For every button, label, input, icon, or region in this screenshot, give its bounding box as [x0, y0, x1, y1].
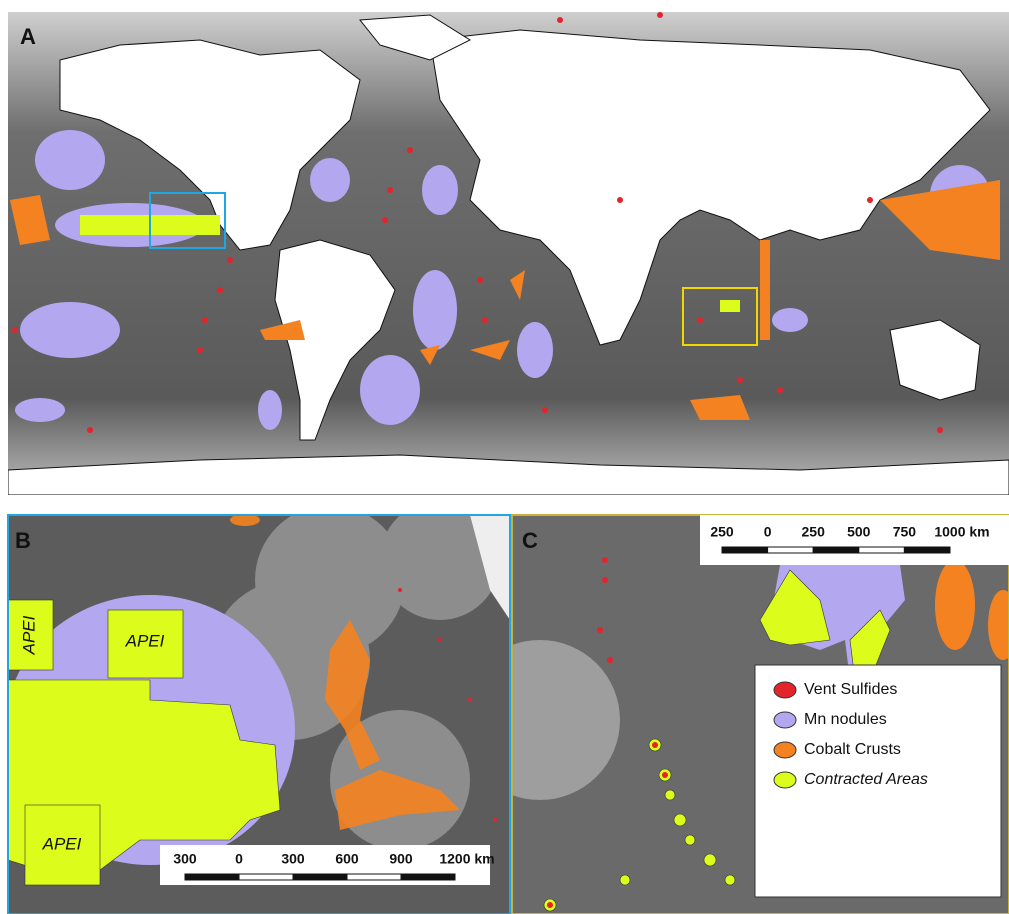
map-shape — [542, 407, 548, 413]
apei-label: APEI — [42, 834, 82, 853]
map-shape — [557, 17, 563, 23]
map-shape — [685, 835, 695, 845]
map-shape — [310, 158, 350, 202]
map-shape — [15, 398, 65, 422]
panel-label: A — [20, 24, 36, 49]
map-shape — [12, 327, 18, 333]
map-shape — [477, 277, 483, 283]
map-shape — [35, 130, 105, 190]
map-shape — [422, 165, 458, 215]
legend-label: Vent Sulfides — [804, 681, 897, 698]
map-shape — [662, 772, 668, 778]
map-shape — [772, 308, 808, 332]
map-shape — [602, 577, 608, 583]
map-shape — [674, 814, 686, 826]
scale-segment — [859, 547, 905, 553]
figure: A B APEI APEI APEI 300 0 300 600 900 1200 km — [0, 0, 1009, 914]
scale-label: 1000 km — [934, 524, 989, 540]
scale-label: 250 — [802, 524, 826, 540]
map-shape — [697, 317, 703, 323]
map-shape — [597, 627, 603, 633]
apei-label: APEI — [125, 631, 165, 650]
scale-label: 600 — [335, 851, 359, 867]
scale-label: 1200 km — [439, 851, 494, 867]
map-shape — [360, 355, 420, 425]
map-shape — [382, 217, 388, 223]
map-shape — [607, 657, 613, 663]
map-shape — [258, 390, 282, 430]
legend-label: Contracted Areas — [804, 771, 928, 788]
scale-label: 500 — [847, 524, 871, 540]
scale-label: 300 — [281, 851, 305, 867]
map-shape — [517, 322, 553, 378]
map-shape — [665, 790, 675, 800]
map-shape — [438, 638, 442, 642]
map-shape — [227, 257, 233, 263]
map-shape — [617, 197, 623, 203]
map-shape — [493, 818, 497, 822]
legend-label: Mn nodules — [804, 711, 887, 728]
map-shape — [202, 317, 208, 323]
map-shape — [413, 270, 457, 350]
apei-label: APEI — [19, 615, 38, 655]
scale-label: 750 — [893, 524, 917, 540]
map-shape — [547, 902, 553, 908]
scale-segment — [768, 547, 814, 553]
map-shape — [935, 560, 975, 650]
map-shape — [737, 377, 743, 383]
scale-label: 300 — [173, 851, 197, 867]
scale-segment — [347, 874, 401, 880]
scale-segment — [185, 874, 239, 880]
map-shape — [482, 317, 488, 323]
scale-segment — [239, 874, 293, 880]
world-map — [8, 12, 1009, 495]
map-shape — [87, 427, 93, 433]
scale-label: 0 — [764, 524, 772, 540]
scale-segment — [722, 547, 768, 553]
map-shape — [720, 300, 740, 312]
panel-label: B — [15, 528, 31, 553]
map-shape — [387, 187, 393, 193]
map-shape — [217, 287, 223, 293]
legend-swatch — [774, 742, 796, 758]
map-shape — [602, 557, 608, 563]
map-shape — [760, 240, 770, 340]
scale-box — [700, 515, 1009, 565]
map-shape — [657, 12, 663, 18]
legend-swatch — [774, 772, 796, 788]
scale-segment — [904, 547, 950, 553]
map-shape — [777, 387, 783, 393]
legend-swatch — [774, 712, 796, 728]
scale-label: 0 — [235, 851, 243, 867]
map-shape — [937, 427, 943, 433]
map-shape — [652, 742, 658, 748]
scale-segment — [401, 874, 455, 880]
scale-segment — [293, 874, 347, 880]
scale-label: 250 — [710, 524, 734, 540]
panel-label: C — [522, 528, 538, 553]
map-shape — [197, 347, 203, 353]
map-shape — [620, 875, 630, 885]
legend-label: Cobalt Crusts — [804, 741, 901, 758]
map-shape — [468, 698, 472, 702]
legend-swatch — [774, 682, 796, 698]
map-shape — [704, 854, 716, 866]
map-shape — [20, 302, 120, 358]
scale-segment — [813, 547, 859, 553]
map-shape — [725, 875, 735, 885]
map-shape — [867, 197, 873, 203]
map-shape — [407, 147, 413, 153]
map-shape — [398, 588, 402, 592]
scale-label: 900 — [389, 851, 413, 867]
